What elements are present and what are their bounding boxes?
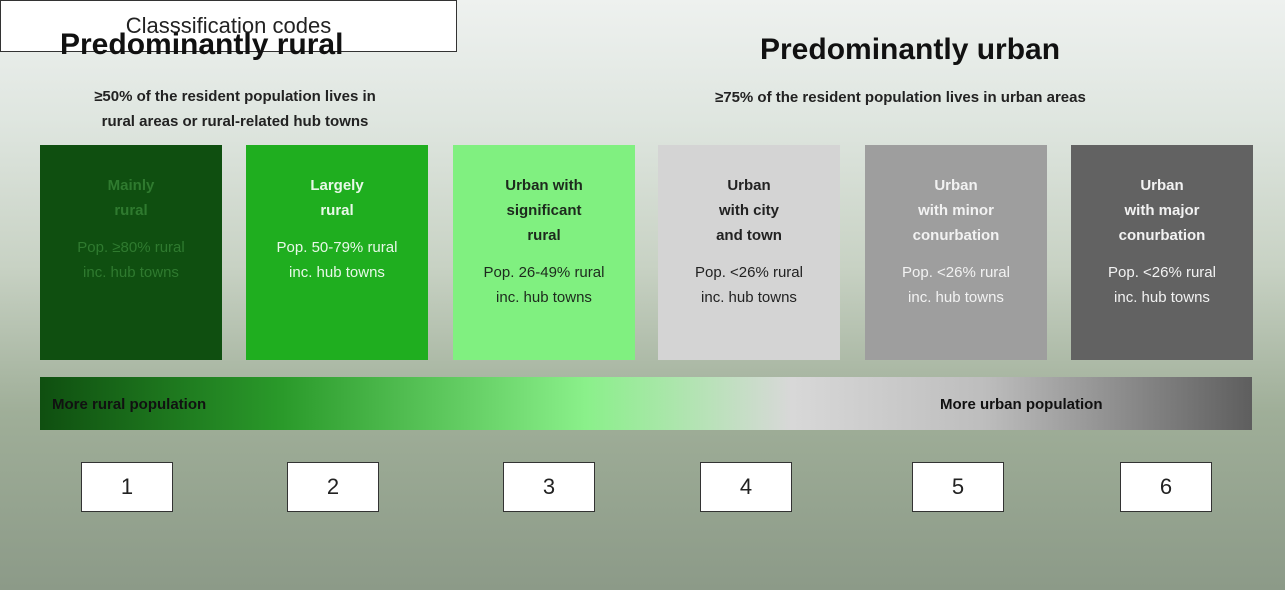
box-title-line: Mainly — [40, 173, 222, 198]
box-title-line: Largely — [246, 173, 428, 198]
urban-title: Predominantly urban — [760, 33, 1060, 67]
box-title-line: rural — [453, 223, 635, 248]
box-population-line: Pop. <26% rural — [1071, 260, 1253, 285]
scale-right-label: More urban population — [940, 396, 1103, 413]
box-population-line: Pop. <26% rural — [658, 260, 840, 285]
box-title-line: conurbation — [865, 223, 1047, 248]
rural-subtitle-line: rural areas or rural-related hub towns — [60, 109, 410, 134]
box-population-line: inc. hub towns — [40, 260, 222, 285]
infographic: Predominantly rural ≥50% of the resident… — [0, 0, 1285, 590]
box-title-line: rural — [40, 198, 222, 223]
rural-title: Predominantly rural — [60, 28, 343, 62]
box-population-line: inc. hub towns — [1071, 285, 1253, 310]
box-population-line: inc. hub towns — [865, 285, 1047, 310]
code-box: 1 — [81, 462, 173, 512]
box-title-line: Urban — [865, 173, 1047, 198]
box-population-line: Pop. <26% rural — [865, 260, 1047, 285]
box-title-line: with city — [658, 198, 840, 223]
box-population-line: Pop. 26-49% rural — [453, 260, 635, 285]
box-title-line: with minor — [865, 198, 1047, 223]
box-population-line: inc. hub towns — [246, 260, 428, 285]
box-title-line: with major — [1071, 198, 1253, 223]
box-title-line: significant — [453, 198, 635, 223]
box-title-line: Urban — [1071, 173, 1253, 198]
rural-subtitle: ≥50% of the resident population lives in… — [60, 84, 410, 134]
box-title-line: rural — [246, 198, 428, 223]
scale-left-label: More rural population — [52, 396, 206, 413]
box-title-line: Urban — [658, 173, 840, 198]
code-box: 3 — [503, 462, 595, 512]
code-box: 4 — [700, 462, 792, 512]
box-title-line: and town — [658, 223, 840, 248]
box-population-line: Pop. 50-79% rural — [246, 235, 428, 260]
box-population-line: inc. hub towns — [453, 285, 635, 310]
box-population-line: Pop. ≥80% rural — [40, 235, 222, 260]
code-box: 2 — [287, 462, 379, 512]
rural-subtitle-line: ≥50% of the resident population lives in — [60, 84, 410, 109]
box-population-line: inc. hub towns — [658, 285, 840, 310]
box-title-line: conurbation — [1071, 223, 1253, 248]
box-title-line: Urban with — [453, 173, 635, 198]
urban-subtitle: ≥75% of the resident population lives in… — [715, 89, 1086, 106]
code-box: 5 — [912, 462, 1004, 512]
code-box: 6 — [1120, 462, 1212, 512]
